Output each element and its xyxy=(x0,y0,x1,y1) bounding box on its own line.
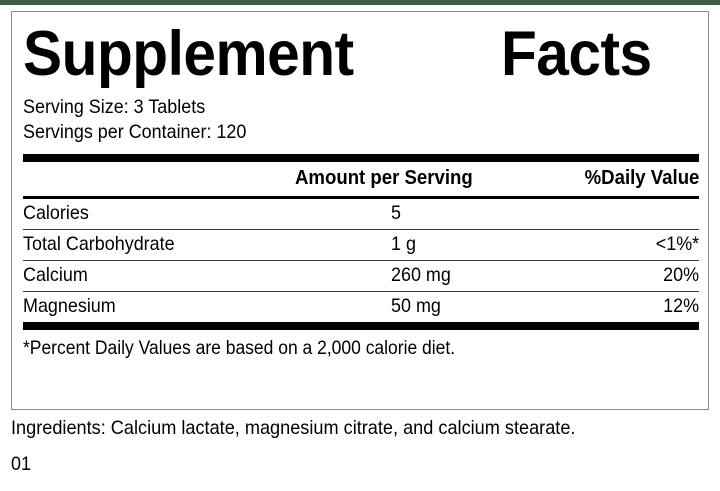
serving-info: Serving Size: 3 Tablets Servings per Con… xyxy=(23,95,699,145)
nutrient-name: Total Carbohydrate xyxy=(23,233,175,255)
nutrient-name: Calories xyxy=(23,202,89,224)
table-header-row: Amount per Serving %Daily Value xyxy=(23,162,699,196)
nutrition-rows: Calories 5 xyxy=(23,199,699,229)
nutrient-daily-value: 20% xyxy=(663,264,699,286)
nutrition-rows: Magnesium 50 mg 12% xyxy=(23,292,699,322)
top-accent-bar xyxy=(0,0,720,5)
servings-per-container: Servings per Container: 120 xyxy=(23,121,247,143)
supplement-facts-panel: Supplement Facts Serving Size: 3 Tablets… xyxy=(11,11,709,410)
row-divider xyxy=(23,291,699,292)
title-word-supplement: Supplement xyxy=(23,19,354,89)
page-title: Supplement Facts xyxy=(23,12,652,86)
nutrient-daily-value: <1%* xyxy=(655,233,699,255)
nutrition-rows: Calcium 260 mg 20% xyxy=(23,261,699,291)
serving-size: Serving Size: 3 Tablets xyxy=(23,96,206,118)
nutrient-daily-value xyxy=(521,199,699,229)
revision-code: 01 xyxy=(11,453,31,475)
rule-below-header xyxy=(23,196,699,199)
table-row: Calcium 260 mg 20% xyxy=(23,261,699,291)
nutrient-amount: 260 mg xyxy=(391,264,451,286)
column-header-daily-value: %Daily Value xyxy=(584,167,699,189)
title-word-facts: Facts xyxy=(500,19,652,89)
nutrient-daily-value: 12% xyxy=(663,295,699,317)
row-divider xyxy=(23,260,699,261)
nutrient-amount: 1 g xyxy=(391,233,416,255)
daily-value-footnote: *Percent Daily Values are based on a 2,0… xyxy=(23,338,456,359)
nutrition-rows: Total Carbohydrate 1 g <1%* xyxy=(23,230,699,260)
panel-content: Supplement Facts Serving Size: 3 Tablets… xyxy=(23,12,699,361)
nutrient-amount: 5 xyxy=(391,202,401,224)
table-row: Calories 5 xyxy=(23,199,699,229)
nutrient-amount: 50 mg xyxy=(391,295,441,317)
nutrition-table: Amount per Serving %Daily Value xyxy=(23,162,699,196)
column-header-amount: Amount per Serving xyxy=(295,167,473,189)
nutrient-name: Calcium xyxy=(23,264,88,286)
ingredients-line: Ingredients: Calcium lactate, magnesium … xyxy=(11,417,576,439)
rule-below-table xyxy=(23,322,699,330)
row-divider xyxy=(23,229,699,230)
nutrient-name: Magnesium xyxy=(23,295,116,317)
rule-above-header xyxy=(23,154,699,162)
table-row: Total Carbohydrate 1 g <1%* xyxy=(23,230,699,260)
table-row: Magnesium 50 mg 12% xyxy=(23,292,699,322)
column-header-nutrient xyxy=(23,162,291,196)
